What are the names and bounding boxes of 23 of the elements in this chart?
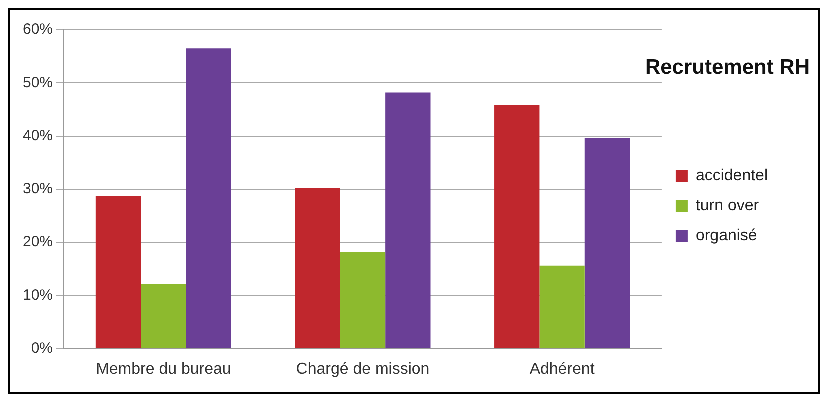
y-tick-label: 20% xyxy=(22,234,54,251)
bar xyxy=(186,48,232,348)
x-tick-label: Chargé de mission xyxy=(296,360,430,378)
text: Recrutement RH xyxy=(645,56,810,79)
bar xyxy=(96,196,142,348)
x-tick-label: Membre du bureau xyxy=(96,360,232,378)
y-tick-label: 0% xyxy=(31,340,54,357)
bar xyxy=(494,105,540,348)
bar xyxy=(340,252,386,348)
y-tick-label: 10% xyxy=(22,286,54,304)
bar xyxy=(295,188,340,348)
bar xyxy=(540,266,585,348)
x-tick-label: Adhérent xyxy=(530,360,596,378)
bar xyxy=(386,92,431,348)
bar xyxy=(141,284,186,348)
legend-label: accidentel xyxy=(696,167,768,184)
y-tick-label: 60% xyxy=(22,21,54,38)
bar xyxy=(584,138,630,348)
y-tick-label: 50% xyxy=(22,74,54,92)
legend-label: turn over xyxy=(696,197,760,214)
y-tick-label: 40% xyxy=(22,127,54,144)
y-tick-label: 30% xyxy=(22,180,54,198)
legend-label: organisé xyxy=(696,227,758,244)
